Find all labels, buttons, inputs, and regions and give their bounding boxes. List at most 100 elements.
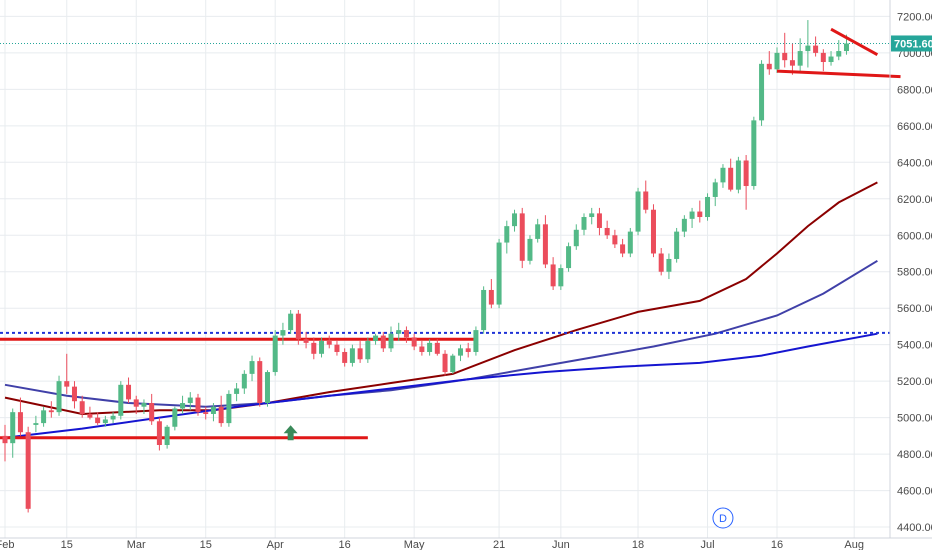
level-lines [0, 42, 890, 440]
candle-body [195, 397, 201, 413]
candle [689, 207, 695, 228]
candle-body [604, 227, 610, 236]
x-tick-label: 21 [493, 539, 505, 550]
candle-body [743, 160, 749, 187]
candle-body [496, 242, 502, 305]
candle-body [828, 56, 834, 63]
candle-body [164, 426, 170, 445]
candle-body [33, 423, 39, 425]
candle-body [635, 191, 641, 232]
candle-body [735, 160, 741, 190]
candle-body [627, 231, 633, 254]
candle-body [210, 406, 216, 414]
candle [241, 370, 247, 394]
candle-body [241, 373, 247, 389]
moving-average-long-line [4, 332, 878, 439]
x-tick-label: Jun [552, 539, 570, 550]
candle-body [843, 43, 849, 52]
y-tick-label: 6800.00 [897, 84, 932, 96]
candle [542, 215, 548, 269]
grid-lines [0, 0, 890, 538]
time-axis[interactable]: Feb 15 Mar 15 Apr 16 May 21 Jun 18 Jul 16 Aug [0, 539, 864, 550]
y-tick-label: 5800.00 [897, 267, 932, 279]
candle [465, 342, 471, 358]
candle [288, 310, 294, 334]
candle [481, 286, 487, 334]
candle-body [712, 182, 718, 197]
candle-body [782, 52, 788, 61]
candle [334, 341, 340, 356]
candle [187, 392, 193, 411]
x-tick-label: 15 [200, 539, 212, 550]
candle [33, 415, 39, 433]
candle [172, 406, 178, 431]
x-tick-label: Aug [844, 539, 864, 550]
candle [735, 156, 741, 194]
y-tick-label: 7200.00 [897, 11, 932, 23]
candle [620, 238, 626, 258]
candle [450, 353, 456, 374]
candle-body [419, 346, 425, 352]
candle [126, 377, 132, 404]
candle [10, 408, 16, 458]
candle [674, 227, 680, 263]
candle-body [226, 393, 232, 424]
candle-body [403, 330, 409, 338]
candle [820, 49, 826, 72]
candle-body [311, 342, 317, 354]
candle [643, 180, 649, 214]
candle-body [319, 341, 325, 354]
moving-averages [4, 181, 878, 439]
candle [566, 242, 572, 272]
candle-body [41, 410, 47, 424]
candle-body [658, 253, 664, 272]
candle-body [79, 401, 85, 414]
candle-body [180, 403, 186, 409]
candle [527, 235, 533, 265]
candle-body [110, 415, 116, 420]
wedge-top-line [830, 27, 879, 57]
candle-body [234, 388, 240, 394]
candle [697, 200, 703, 223]
candle-body [249, 361, 255, 374]
candle [512, 209, 518, 232]
candle [133, 395, 139, 414]
candle-body [149, 403, 155, 422]
x-tick-label: May [404, 539, 425, 550]
candle [396, 322, 402, 342]
price-axis[interactable]: 4400.00 4600.00 4800.00 5000.00 5200.00 5400.… [897, 11, 932, 534]
candle-body [342, 351, 348, 363]
candle [17, 397, 23, 436]
candle-body [573, 229, 579, 247]
candle-body [535, 224, 541, 239]
up-arrow-icon [283, 425, 298, 441]
candle-body [620, 244, 626, 254]
candle-body [203, 412, 209, 414]
candle [743, 155, 749, 210]
y-tick-label: 5200.00 [897, 376, 932, 388]
candle [380, 331, 386, 352]
moving-average-short-line [4, 181, 878, 416]
candle-body [10, 412, 16, 444]
candle [342, 348, 348, 367]
candle-body [566, 246, 572, 269]
candle-body [288, 313, 294, 331]
last-price-badge [891, 35, 932, 52]
y-tick-label: 6200.00 [897, 194, 932, 206]
candle-body [87, 413, 93, 418]
candle [257, 357, 263, 407]
candle-body [813, 45, 819, 53]
candle [535, 218, 541, 243]
candle [95, 412, 101, 425]
candle-body [295, 313, 301, 340]
candle-body [450, 355, 456, 373]
candle [264, 370, 270, 407]
candle [720, 164, 726, 188]
candle [357, 341, 363, 363]
candle-body [759, 63, 765, 121]
candle [56, 375, 62, 416]
candle [218, 395, 224, 427]
candle-body [427, 342, 433, 352]
